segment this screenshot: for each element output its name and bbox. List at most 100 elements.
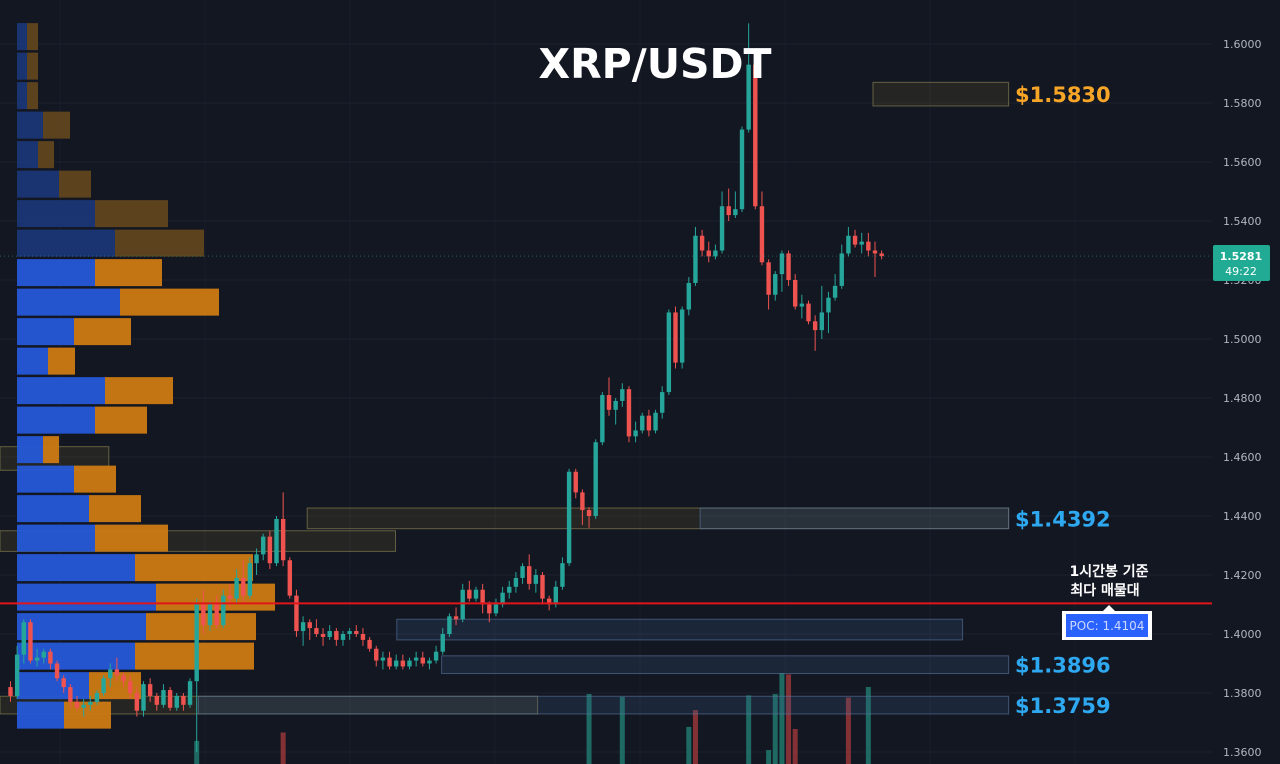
profile-bar-down (74, 465, 116, 493)
candle-body (560, 563, 565, 587)
candle-body (214, 604, 219, 626)
candle-body (294, 595, 299, 632)
candle-body (254, 554, 259, 564)
profile-bar-up (17, 229, 115, 257)
candle-body (566, 471, 572, 564)
y-tick-label: 1.3800 (1223, 687, 1262, 700)
candle-body (194, 604, 199, 682)
candle-body (114, 669, 120, 676)
candle-body (41, 651, 46, 658)
profile-bar-down (115, 229, 204, 257)
candle-body (626, 389, 632, 437)
candle-body (819, 312, 824, 331)
profile-bar-up (17, 583, 156, 611)
candle-body (287, 560, 292, 596)
candle-body (673, 312, 678, 363)
level-zone (872, 81, 1010, 107)
candle-body (440, 634, 445, 652)
price-grid (0, 43, 1212, 753)
candle-body (227, 595, 233, 599)
profile-bar-down (146, 613, 256, 641)
poc-note-line1: 1시간봉 기준 (1069, 563, 1148, 580)
candle-body (207, 604, 213, 626)
profile-bar-up (17, 23, 27, 51)
candle-body (487, 604, 492, 614)
poc-badge-label: POC: 1.4104 (1070, 619, 1145, 633)
candle-body (300, 622, 306, 632)
candle-body (360, 634, 366, 640)
candle-body (713, 250, 718, 257)
profile-bar-up (17, 465, 74, 493)
candle-body (759, 206, 765, 263)
candle-body (480, 589, 485, 605)
candle-body (88, 701, 93, 705)
candle-body (394, 660, 399, 667)
candle-body (640, 415, 645, 431)
y-tick-label: 1.5400 (1223, 215, 1262, 228)
candlesticks (8, 23, 884, 752)
candle-body (147, 684, 153, 696)
profile-bar-down (89, 495, 141, 523)
profile-bar-up (17, 672, 89, 700)
candle-body (327, 631, 332, 637)
poc-annotation: 1시간봉 기준 최다 매물대 POC: 1.4104 (1062, 563, 1152, 640)
profile-bar-up (17, 377, 105, 405)
profile-bar-down (59, 170, 91, 198)
profile-bar-down (95, 524, 168, 552)
level-label: $1.3759 (1015, 694, 1111, 718)
profile-bar-up (17, 141, 38, 169)
candle-body (600, 395, 605, 443)
candle-body (832, 285, 838, 298)
candle-body (128, 681, 133, 693)
volume-bar (692, 710, 698, 764)
candle-body (540, 575, 545, 599)
candle-body (21, 622, 26, 655)
volume-bar (194, 740, 200, 764)
candle-body (467, 589, 472, 599)
candle-body (427, 660, 432, 664)
candle-body (646, 415, 652, 431)
candle-body (653, 412, 658, 431)
candle-body (307, 622, 312, 629)
candle-body (533, 575, 539, 584)
candle-body (453, 616, 459, 620)
candle-body (34, 657, 40, 661)
candle-body (666, 312, 672, 393)
candle-body (660, 392, 665, 413)
level-zone (441, 655, 1010, 675)
candle-body (280, 518, 286, 561)
profile-bar-up (17, 111, 43, 139)
volume-profile (17, 23, 275, 729)
profile-bar-up (17, 347, 48, 375)
profile-bar-up (17, 82, 27, 110)
volume-bar (766, 750, 772, 764)
candle-body (460, 589, 465, 620)
current-price-badge[interactable]: 1.5281 49:22 (1213, 245, 1270, 281)
candle-body (154, 695, 159, 705)
profile-bar-up (17, 554, 135, 582)
profile-bar-up (17, 613, 146, 641)
candle-body (606, 395, 612, 410)
profile-bar-down (95, 259, 162, 287)
candle-body (413, 657, 419, 661)
candle-body (866, 241, 871, 251)
candle-body (374, 648, 379, 661)
candle-body (773, 274, 778, 295)
candle-body (879, 253, 884, 257)
candle-body (54, 663, 60, 679)
volume-bar (792, 729, 798, 764)
candle-body (852, 235, 858, 245)
y-tick-label: 1.5600 (1223, 156, 1262, 169)
bar-countdown-label: 49:22 (1225, 265, 1257, 278)
level-zone (197, 695, 1010, 715)
candle-body (181, 695, 186, 705)
candle-body (274, 518, 279, 564)
y-tick-label: 1.4000 (1223, 628, 1262, 641)
candle-body (859, 241, 864, 245)
profile-bar-up (17, 701, 64, 729)
chart-title: XRP/USDT (538, 40, 771, 88)
profile-bar-down (74, 318, 131, 346)
price-axis[interactable]: 1.60001.58001.56001.54001.52001.50001.48… (1223, 38, 1262, 759)
candle-body (733, 209, 738, 216)
